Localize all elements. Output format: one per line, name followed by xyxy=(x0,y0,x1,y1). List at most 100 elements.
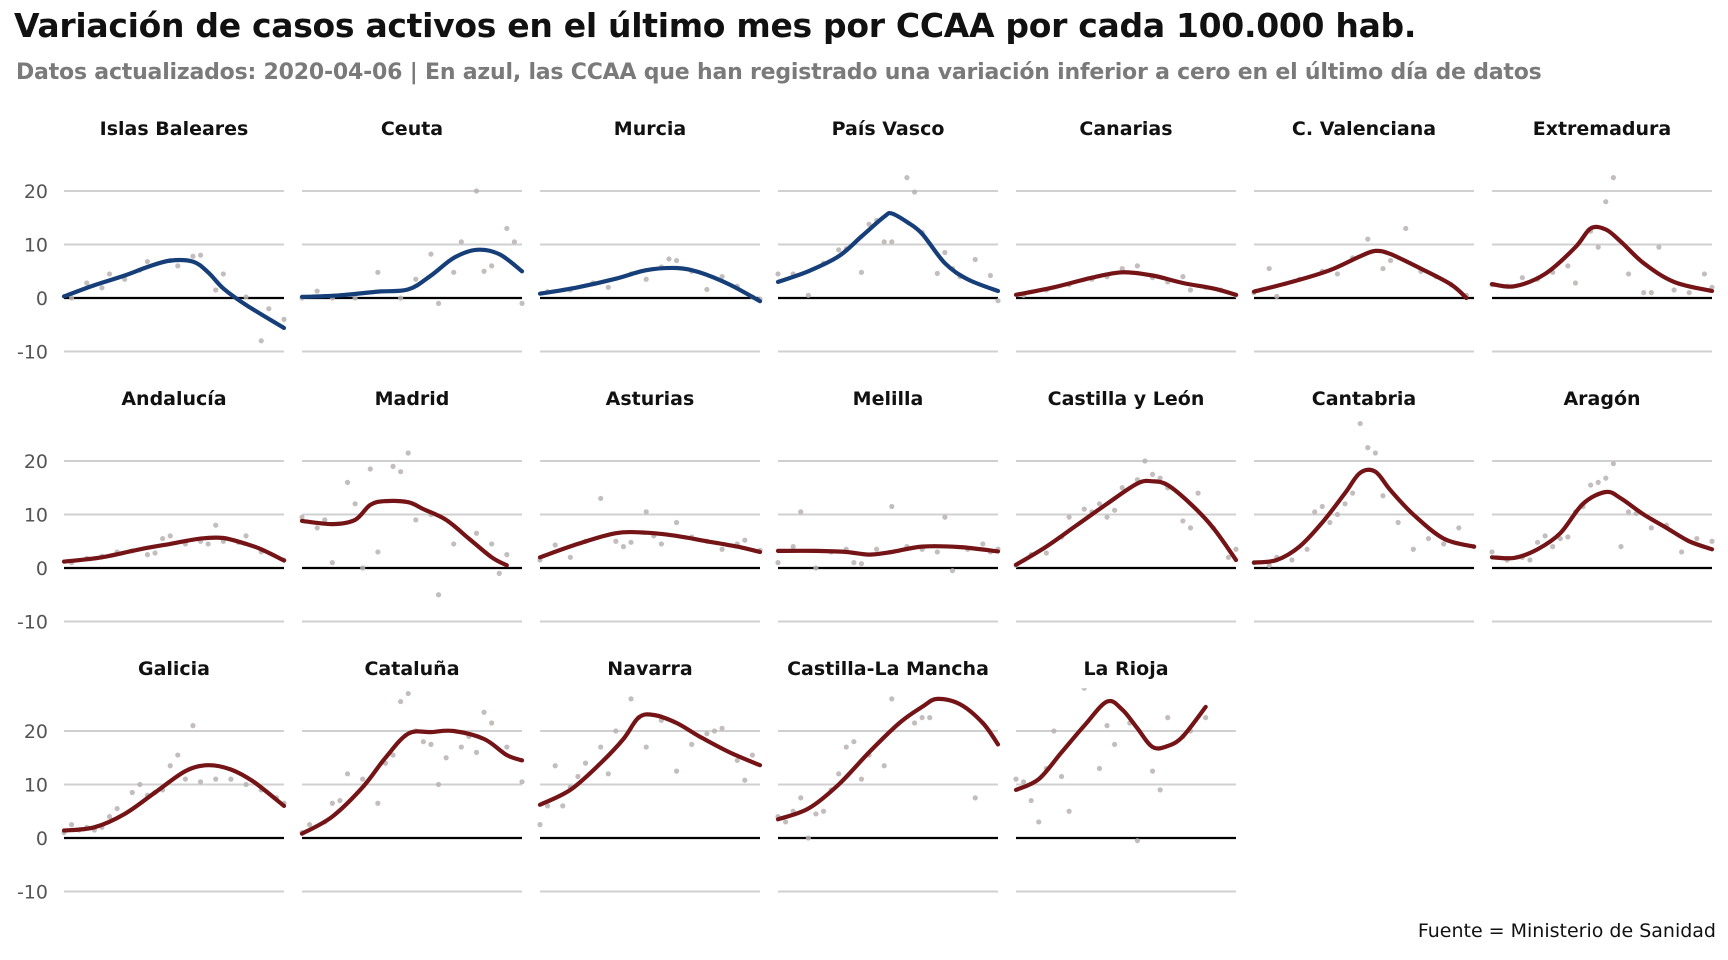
data-point xyxy=(749,752,756,758)
data-point xyxy=(428,251,434,257)
data-point xyxy=(1081,506,1087,512)
data-point xyxy=(1266,265,1272,272)
data-point xyxy=(613,728,619,734)
data-point xyxy=(496,570,502,576)
data-point xyxy=(106,814,113,820)
data-point xyxy=(1327,519,1333,526)
data-point xyxy=(1565,534,1571,540)
data-point xyxy=(995,298,1001,304)
data-point xyxy=(1595,244,1601,250)
data-point xyxy=(605,771,611,777)
data-point xyxy=(798,795,804,801)
data-point xyxy=(628,539,634,545)
trend-line xyxy=(775,210,1001,294)
y-tick-label: 20 xyxy=(24,181,48,203)
data-point xyxy=(620,544,627,550)
data-point xyxy=(1058,773,1065,780)
data-point xyxy=(805,835,811,841)
data-point xyxy=(1319,503,1325,510)
data-point xyxy=(504,744,510,750)
data-point xyxy=(1225,554,1232,560)
data-point xyxy=(489,263,495,269)
facet-title: Ceuta xyxy=(381,118,443,140)
y-tick-label: 0 xyxy=(36,828,48,850)
data-point xyxy=(1096,765,1103,772)
trend-line xyxy=(299,728,525,836)
data-point xyxy=(1028,797,1034,804)
data-point xyxy=(805,292,811,298)
data-point xyxy=(658,541,664,547)
facet-points xyxy=(299,450,510,598)
data-point xyxy=(1134,838,1140,844)
facet-panel: Murcia xyxy=(537,118,763,353)
data-point xyxy=(775,271,781,277)
data-point xyxy=(582,760,589,766)
facet-points xyxy=(1489,461,1715,563)
data-point xyxy=(375,269,381,275)
data-point xyxy=(1180,518,1186,524)
data-point xyxy=(919,715,925,721)
facet-panel: C. Valenciana xyxy=(1251,118,1474,353)
data-point xyxy=(266,306,272,312)
data-point xyxy=(836,771,842,777)
facet-points xyxy=(537,495,763,563)
facet-points xyxy=(775,696,978,841)
trend-line xyxy=(537,265,763,304)
data-point xyxy=(1694,535,1700,542)
data-point xyxy=(1572,280,1579,286)
data-point xyxy=(605,284,611,290)
y-tick-label: 10 xyxy=(24,235,48,257)
data-point xyxy=(1679,549,1685,555)
data-point xyxy=(1456,525,1462,531)
data-point xyxy=(904,175,910,181)
facet-title: Castilla y León xyxy=(1048,388,1205,410)
data-point xyxy=(197,779,204,785)
data-point xyxy=(552,763,558,769)
trend-line xyxy=(299,498,509,568)
trend-line xyxy=(61,763,287,833)
data-point xyxy=(790,544,796,550)
data-point xyxy=(775,560,781,566)
data-point xyxy=(1165,715,1171,721)
data-point xyxy=(1112,741,1118,747)
data-point xyxy=(1157,787,1163,793)
data-point xyxy=(704,731,710,737)
data-point xyxy=(398,295,404,301)
facet-points xyxy=(537,696,756,828)
facet-points xyxy=(1013,680,1209,844)
data-point xyxy=(1372,450,1378,456)
data-point xyxy=(337,797,343,804)
data-point xyxy=(243,781,249,788)
data-point xyxy=(413,517,419,523)
facet-points xyxy=(1020,263,1239,298)
data-point xyxy=(329,800,335,806)
data-point xyxy=(205,541,211,547)
data-point xyxy=(1610,461,1616,467)
y-tick-label: 20 xyxy=(24,451,48,473)
y-tick-label: 10 xyxy=(24,775,48,797)
data-point xyxy=(398,469,404,475)
data-point xyxy=(144,552,151,558)
facet-title: Andalucía xyxy=(121,388,226,410)
data-point xyxy=(673,257,680,264)
data-point xyxy=(942,514,948,520)
data-point xyxy=(1603,199,1609,205)
data-point xyxy=(1387,257,1394,264)
data-point xyxy=(1195,490,1201,496)
data-point xyxy=(1081,688,1087,691)
data-point xyxy=(360,565,366,571)
trend-line xyxy=(537,529,763,560)
data-point xyxy=(742,537,748,543)
data-point xyxy=(1013,776,1019,782)
data-point xyxy=(68,822,75,828)
data-point xyxy=(473,749,480,756)
facet-panel: Cataluña xyxy=(299,658,525,893)
facet-points xyxy=(1489,175,1715,296)
data-point xyxy=(1380,493,1386,499)
data-point xyxy=(1173,680,1178,685)
data-point xyxy=(643,744,649,750)
trend-line xyxy=(1013,698,1208,792)
data-point xyxy=(1089,683,1094,688)
data-point xyxy=(1266,562,1272,568)
